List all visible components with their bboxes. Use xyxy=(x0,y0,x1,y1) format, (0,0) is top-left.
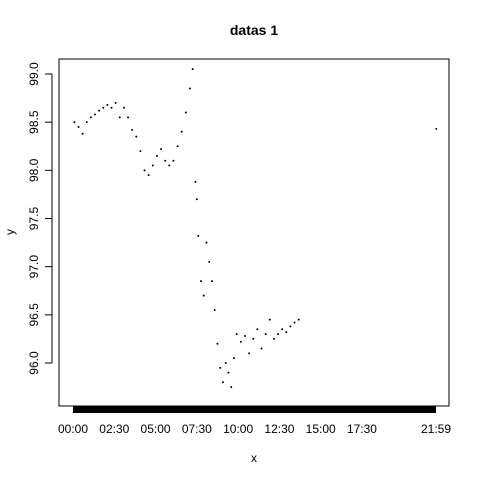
data-point xyxy=(293,321,296,324)
data-point xyxy=(151,164,154,167)
data-point xyxy=(197,234,200,237)
data-point xyxy=(219,366,222,369)
data-point xyxy=(230,386,233,389)
x-tick-label: 17:30 xyxy=(347,422,377,436)
data-point xyxy=(210,280,213,283)
y-axis-label: y xyxy=(3,229,17,235)
data-point xyxy=(208,260,211,263)
data-point xyxy=(160,148,163,151)
y-tick-label: 99.0 xyxy=(27,62,41,86)
data-point xyxy=(239,340,242,343)
data-point xyxy=(73,121,76,124)
data-point xyxy=(221,381,224,384)
data-point xyxy=(81,132,84,135)
data-point xyxy=(85,121,88,124)
data-point xyxy=(264,333,267,336)
data-point xyxy=(77,125,80,128)
x-tick-label: 02:30 xyxy=(99,422,129,436)
data-point xyxy=(139,150,142,153)
data-point xyxy=(180,130,183,133)
x-tick-label: 07:30 xyxy=(182,422,212,436)
data-point xyxy=(268,318,271,321)
y-tick-label: 97.5 xyxy=(27,206,41,230)
y-tick-label: 98.5 xyxy=(27,110,41,134)
plot-frame xyxy=(58,58,450,407)
data-point xyxy=(235,333,238,336)
data-point xyxy=(248,352,251,355)
data-point xyxy=(256,328,259,331)
x-tick-label: 12:30 xyxy=(264,422,294,436)
data-point xyxy=(195,198,198,201)
data-point xyxy=(172,159,175,162)
chart-title: datas 1 xyxy=(230,22,278,38)
data-point xyxy=(122,106,125,109)
data-point xyxy=(114,101,117,104)
data-point xyxy=(205,241,208,244)
data-point xyxy=(102,106,105,109)
data-point xyxy=(176,145,179,148)
data-point xyxy=(168,164,171,167)
x-tick-label: 00:00 xyxy=(58,422,88,436)
data-point xyxy=(202,294,205,297)
data-point xyxy=(252,337,255,340)
x-tick-label: 10:00 xyxy=(223,422,253,436)
data-point xyxy=(281,328,284,331)
data-point xyxy=(135,135,138,138)
data-point xyxy=(435,127,438,130)
data-point xyxy=(232,357,235,360)
data-point xyxy=(227,371,230,374)
data-points xyxy=(73,68,438,389)
y-tick-label: 96.5 xyxy=(27,303,41,327)
data-point xyxy=(260,347,263,350)
x-axis-ticks: 00:00 02:30 05:00 07:30 10:00 12:30 15:00 17:30… xyxy=(58,422,451,436)
data-point xyxy=(188,87,191,90)
data-point xyxy=(164,159,167,162)
x-axis-rug xyxy=(73,406,436,413)
data-point xyxy=(89,116,92,119)
data-point xyxy=(184,111,187,114)
data-point xyxy=(277,333,280,336)
data-point xyxy=(155,154,158,157)
data-point xyxy=(110,106,113,109)
data-point xyxy=(244,335,247,338)
data-point xyxy=(98,109,101,112)
y-tick-label: 96.0 xyxy=(27,351,41,375)
x-tick-label: 05:00 xyxy=(141,422,171,436)
data-point xyxy=(131,128,134,131)
data-point xyxy=(143,169,146,172)
data-point xyxy=(216,342,219,345)
data-point xyxy=(147,174,150,177)
data-point xyxy=(127,116,130,119)
y-axis-ticks: 96.0 96.5 97.0 97.5 98.0 98.5 99.0 xyxy=(27,62,52,375)
data-point xyxy=(94,113,97,116)
data-point xyxy=(199,280,202,283)
data-point xyxy=(118,116,121,119)
data-point xyxy=(106,103,109,106)
data-point xyxy=(224,362,227,364)
data-point xyxy=(191,68,194,71)
x-tick-label: 15:00 xyxy=(306,422,336,436)
y-tick-label: 98.0 xyxy=(27,158,41,182)
data-point xyxy=(272,337,275,340)
data-point xyxy=(297,318,300,321)
data-point xyxy=(194,180,197,183)
y-tick-label: 97.0 xyxy=(27,255,41,279)
x-tick-label: 21:59 xyxy=(421,422,451,436)
data-point xyxy=(213,309,216,312)
data-point xyxy=(289,325,292,328)
x-axis-label: x xyxy=(251,451,257,465)
data-point xyxy=(285,331,288,334)
